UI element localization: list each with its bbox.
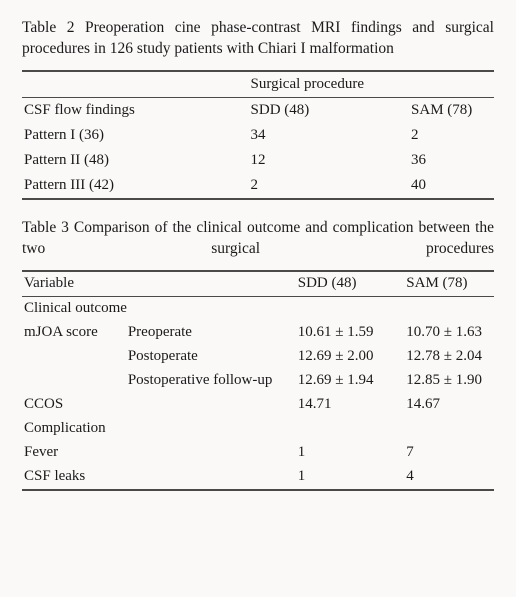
cell: Fever [22,441,296,465]
table-row: Postoperate 12.69 ± 2.00 12.78 ± 2.04 [22,345,494,369]
cell: 12.69 ± 1.94 [296,369,405,393]
table3-header-2: SAM (78) [404,272,494,297]
table3-header-0: Variable [22,272,296,297]
cell: 4 [404,465,494,490]
table2-caption: Table 2 Preoperation cine phase-contrast… [22,18,494,60]
cell: 34 [249,123,409,148]
cell: 36 [409,148,494,173]
table2-header-2: SAM (78) [409,98,494,123]
cell: 12.69 ± 2.00 [296,345,405,369]
cell: CCOS [22,393,296,417]
table2-superheader: Surgical procedure [249,72,494,98]
cell: 1 [296,441,405,465]
cell: 1 [296,465,405,490]
cell: 12.78 ± 2.04 [404,345,494,369]
cell: CSF leaks [22,465,296,490]
table3-section-row: Clinical outcome [22,297,494,321]
table-row: Postoperative follow-up 12.69 ± 1.94 12.… [22,369,494,393]
cell: 14.71 [296,393,405,417]
cell: 10.61 ± 1.59 [296,321,405,345]
cell: 14.67 [404,393,494,417]
cell: 2 [249,173,409,199]
table3: Variable SDD (48) SAM (78) Clinical outc… [22,270,494,491]
table-row: Pattern I (36) 34 2 [22,123,494,148]
table3-header-row: Variable SDD (48) SAM (78) [22,272,494,297]
table3-header-1: SDD (48) [296,272,405,297]
cell: Pattern I (36) [22,123,249,148]
cell: Postoperative follow-up [126,369,296,393]
table-row: Fever 1 7 [22,441,494,465]
complication-label: Complication [22,417,494,441]
table2-header-0: CSF flow findings [22,98,249,123]
table-row: Pattern III (42) 2 40 [22,173,494,199]
cell: 10.70 ± 1.63 [404,321,494,345]
cell: 12.85 ± 1.90 [404,369,494,393]
mjoa-label: mJOA score [22,321,126,345]
table-row: CSF leaks 1 4 [22,465,494,490]
cell: Preoperate [126,321,296,345]
table3-caption-rest: Comparison of the clinical outcome and c… [22,219,494,257]
cell: 40 [409,173,494,199]
table-row: mJOA score Preoperate 10.61 ± 1.59 10.70… [22,321,494,345]
table2-caption-prefix: Table 2 [22,19,74,36]
table-row: Pattern II (48) 12 36 [22,148,494,173]
table2: Surgical procedure CSF flow findings SDD… [22,70,494,200]
cell: 2 [409,123,494,148]
table2-caption-rest: Preoperation cine phase-contrast MRI fin… [22,19,494,57]
table3-caption: Table 3 Comparison of the clinical outco… [22,218,494,260]
table2-header-row: CSF flow findings SDD (48) SAM (78) [22,98,494,123]
cell: Pattern II (48) [22,148,249,173]
table3-caption-prefix: Table 3 [22,219,69,236]
table-row: CCOS 14.71 14.67 [22,393,494,417]
cell: 7 [404,441,494,465]
table3-section-row: Complication [22,417,494,441]
table2-header-1: SDD (48) [249,98,409,123]
cell: Postoperate [126,345,296,369]
cell: Pattern III (42) [22,173,249,199]
clinical-outcome-label: Clinical outcome [22,297,494,321]
cell: 12 [249,148,409,173]
